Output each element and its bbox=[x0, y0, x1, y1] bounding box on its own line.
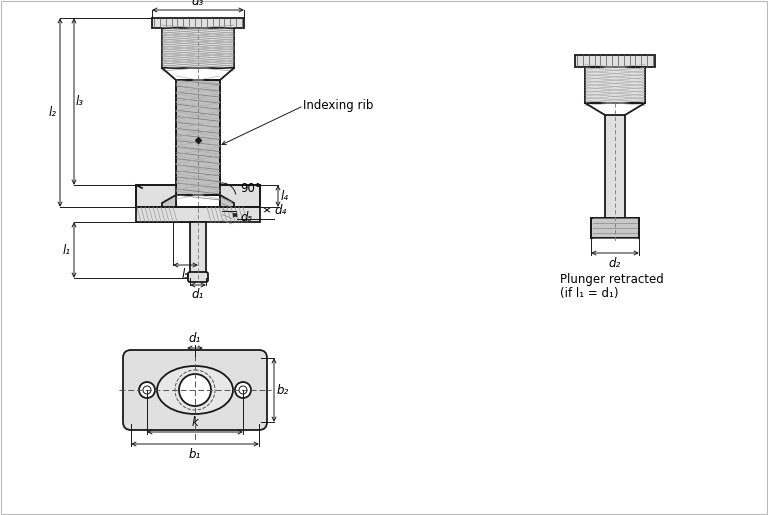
Text: l₅: l₅ bbox=[181, 268, 190, 281]
Text: d₅: d₅ bbox=[240, 211, 252, 224]
Bar bbox=[575, 55, 655, 67]
Text: b₁: b₁ bbox=[189, 448, 201, 461]
Bar bbox=[585, 67, 645, 103]
Circle shape bbox=[179, 374, 211, 406]
Text: 90°: 90° bbox=[240, 182, 261, 195]
Bar bbox=[585, 67, 645, 103]
Bar bbox=[176, 80, 220, 195]
Text: k: k bbox=[192, 416, 198, 429]
Text: l₄: l₄ bbox=[281, 190, 289, 202]
Text: l₁: l₁ bbox=[63, 244, 71, 256]
Bar bbox=[591, 218, 639, 238]
Text: l₂: l₂ bbox=[49, 106, 57, 119]
Polygon shape bbox=[162, 195, 176, 222]
Text: d₁: d₁ bbox=[189, 332, 201, 345]
Circle shape bbox=[235, 382, 251, 398]
Text: b₂: b₂ bbox=[277, 384, 290, 397]
Bar bbox=[136, 207, 260, 222]
Text: d₃: d₃ bbox=[192, 0, 204, 8]
Bar bbox=[136, 185, 176, 207]
Text: Plunger retracted: Plunger retracted bbox=[560, 273, 664, 286]
Ellipse shape bbox=[157, 366, 233, 414]
Text: Indexing rib: Indexing rib bbox=[303, 98, 373, 112]
Bar bbox=[176, 80, 220, 195]
Bar bbox=[190, 222, 206, 278]
FancyBboxPatch shape bbox=[188, 272, 208, 282]
Bar bbox=[162, 28, 234, 68]
Text: l₃: l₃ bbox=[76, 95, 84, 108]
Bar bbox=[220, 185, 260, 207]
Text: d₁: d₁ bbox=[192, 288, 204, 301]
Bar bbox=[162, 28, 234, 68]
Text: (if l₁ = d₁): (if l₁ = d₁) bbox=[560, 287, 618, 300]
Text: d₂: d₂ bbox=[609, 257, 621, 270]
Bar bbox=[591, 218, 639, 238]
FancyBboxPatch shape bbox=[123, 350, 267, 430]
Bar bbox=[605, 115, 625, 228]
Text: d₄: d₄ bbox=[274, 203, 286, 216]
Circle shape bbox=[139, 382, 155, 398]
Bar bbox=[152, 18, 244, 28]
Polygon shape bbox=[220, 195, 234, 222]
